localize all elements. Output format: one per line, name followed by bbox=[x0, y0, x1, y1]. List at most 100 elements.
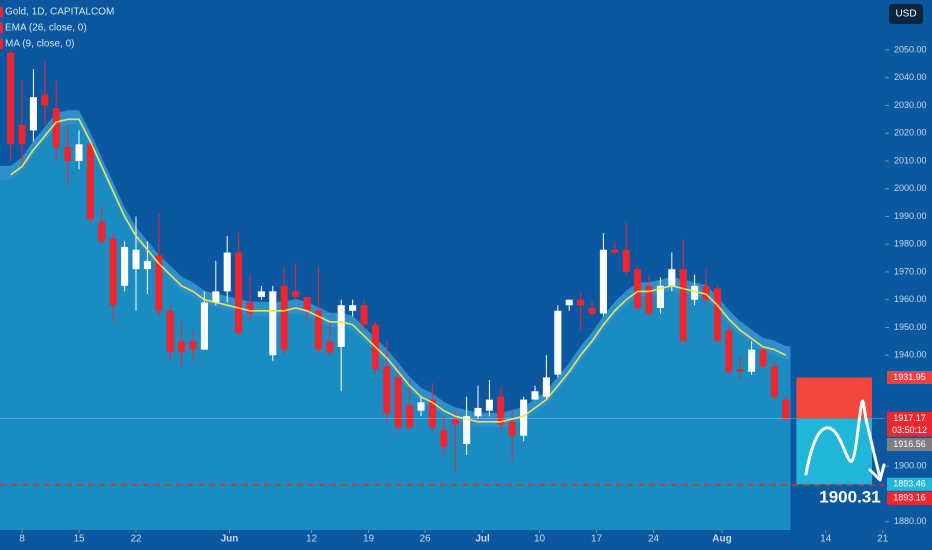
candle-body bbox=[155, 255, 163, 311]
candle-body bbox=[577, 299, 585, 306]
candle-body bbox=[497, 396, 505, 425]
candle-body bbox=[52, 108, 60, 148]
candle-body bbox=[7, 52, 15, 145]
y-tick-label: 1960.00 bbox=[894, 294, 927, 304]
candle-body bbox=[440, 430, 448, 447]
candle-body bbox=[520, 399, 528, 436]
candle-body bbox=[314, 310, 322, 350]
candle-body bbox=[75, 144, 83, 161]
candle-body bbox=[109, 238, 117, 306]
ema-band-inner bbox=[0, 124, 791, 531]
candle-body bbox=[463, 416, 471, 444]
candle-body bbox=[428, 399, 436, 428]
x-tick-label: 14 bbox=[820, 534, 832, 545]
y-tick-label: 2020.00 bbox=[894, 128, 927, 138]
candles bbox=[7, 49, 790, 472]
price-tag bbox=[887, 491, 932, 505]
y-tick-label: 2050.00 bbox=[894, 44, 927, 54]
candle-body bbox=[166, 310, 174, 353]
axes: 2050.00 2040.00 2030.00 2020.00 2010.00 2000.… bbox=[19, 44, 926, 544]
price-tag-label: 1931.95 bbox=[893, 372, 926, 382]
candle-body bbox=[303, 296, 311, 311]
candle-body bbox=[508, 421, 516, 436]
ema-line bbox=[10, 118, 787, 423]
candle-body bbox=[235, 252, 243, 333]
candle-body bbox=[759, 349, 767, 367]
candle-body bbox=[656, 285, 664, 309]
candle-body bbox=[178, 341, 186, 353]
candle-body bbox=[337, 305, 345, 347]
candle-body bbox=[474, 407, 482, 417]
target-zone bbox=[796, 418, 872, 485]
candle-body bbox=[200, 302, 208, 350]
candle-body bbox=[64, 147, 72, 161]
currency-button[interactable] bbox=[889, 4, 923, 24]
candle-body bbox=[713, 288, 721, 342]
candle-body bbox=[736, 369, 744, 372]
candle-body bbox=[212, 291, 220, 303]
price-tag bbox=[887, 438, 932, 452]
y-tick-label: 1900.00 bbox=[894, 461, 927, 471]
price-tag bbox=[887, 371, 932, 385]
candle-body bbox=[383, 366, 391, 414]
candle-body bbox=[770, 366, 778, 397]
legend-marker bbox=[0, 7, 3, 17]
indicator-fill bbox=[0, 110, 791, 531]
y-tick-label: 2040.00 bbox=[894, 72, 927, 82]
price-tag-label: 1893.16 bbox=[893, 493, 926, 503]
candle-body bbox=[668, 269, 676, 286]
x-tick-label: 19 bbox=[363, 534, 375, 545]
candle-body bbox=[18, 124, 26, 145]
candle-body bbox=[634, 269, 642, 309]
candle-body bbox=[417, 402, 425, 411]
price-tag bbox=[887, 412, 932, 426]
candle-body bbox=[622, 249, 630, 272]
symbol-title: Gold, 1D, CAPITALCOM bbox=[5, 7, 114, 18]
candle-body bbox=[702, 285, 710, 300]
x-tick-label: 15 bbox=[73, 534, 85, 545]
candle-body bbox=[360, 305, 368, 325]
y-tick-label: 1950.00 bbox=[894, 322, 927, 332]
countdown-label: 03:50:12 bbox=[892, 425, 927, 435]
arrow-head bbox=[868, 463, 886, 482]
price-tag-label: 1917.17 bbox=[893, 413, 926, 423]
x-tick-label: 10 bbox=[534, 534, 546, 545]
candle-body bbox=[406, 405, 414, 428]
target-annotation: 1900.31 bbox=[819, 487, 880, 506]
candle-body bbox=[326, 341, 334, 353]
candle-body bbox=[611, 249, 619, 253]
legend-marker bbox=[0, 23, 3, 33]
x-tick-label: 24 bbox=[648, 534, 660, 545]
x-tick-label: Jun bbox=[221, 534, 239, 545]
x-tick-label: 21 bbox=[877, 534, 889, 545]
x-tick-label: 26 bbox=[419, 534, 431, 545]
x-tick-label: Aug bbox=[712, 534, 731, 545]
projection-curve bbox=[804, 399, 882, 480]
candle-body bbox=[121, 246, 129, 286]
x-tick-label: 12 bbox=[306, 534, 318, 545]
candle-body bbox=[132, 249, 140, 270]
y-tick-label: 2030.00 bbox=[894, 100, 927, 110]
candle-body bbox=[280, 285, 288, 350]
price-tag bbox=[887, 477, 932, 491]
candle-body bbox=[292, 291, 300, 297]
candle-body bbox=[542, 377, 550, 397]
y-tick-label: 1970.00 bbox=[894, 266, 927, 276]
candle-body bbox=[554, 310, 562, 375]
currency-label: USD bbox=[895, 9, 916, 20]
price-tag-label: 1893.46 bbox=[893, 479, 926, 489]
candle-body bbox=[782, 399, 790, 420]
candle-body bbox=[394, 377, 402, 428]
candle-body bbox=[246, 302, 254, 314]
price-tag-label: 1916.56 bbox=[893, 439, 926, 449]
candle-body bbox=[98, 221, 106, 242]
y-tick-label: 2000.00 bbox=[894, 183, 927, 193]
candle-body bbox=[531, 391, 539, 400]
y-tick-label: 1880.00 bbox=[894, 516, 927, 526]
candle-body bbox=[451, 419, 459, 425]
candle-body bbox=[143, 260, 151, 270]
candle-body bbox=[257, 291, 265, 297]
y-tick-label: 1980.00 bbox=[894, 239, 927, 249]
